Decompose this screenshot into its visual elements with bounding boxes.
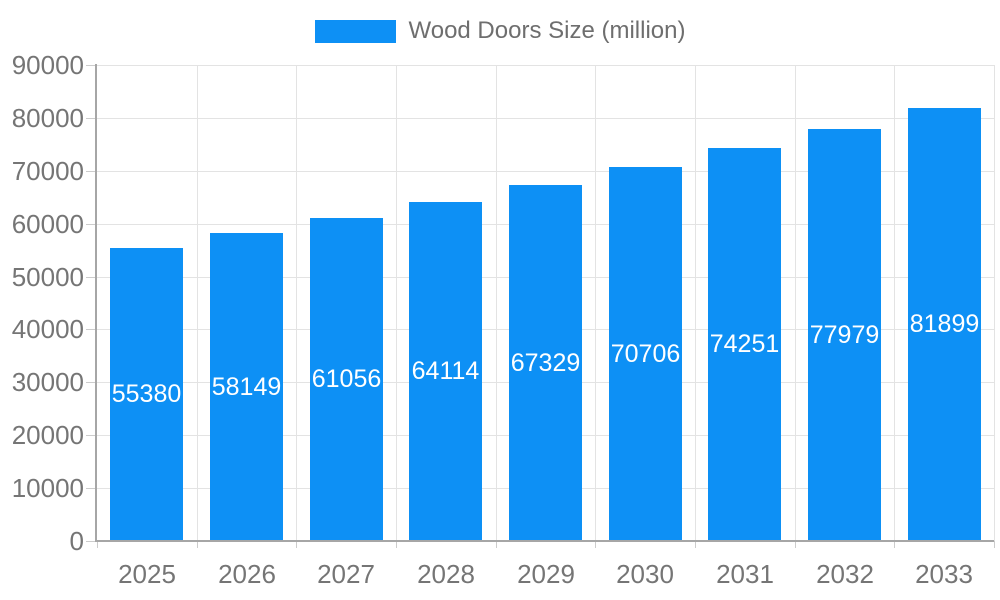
y-axis-tick-label: 20000: [11, 420, 84, 450]
bar-value-label: 81899: [909, 310, 980, 338]
y-axis-tick-label: 90000: [11, 50, 84, 80]
bar-value-label: 70706: [610, 339, 681, 368]
y-axis-tick: [86, 329, 96, 330]
y-axis-tick: [86, 435, 96, 436]
y-axis-tick: [86, 277, 96, 278]
gridline-vertical: [496, 65, 497, 541]
y-axis-tick: [86, 224, 96, 225]
y-axis-tick: [86, 541, 96, 542]
y-axis-tick-label: 30000: [11, 367, 84, 397]
bar-2030[interactable]: 70706: [609, 167, 682, 541]
bar-2033[interactable]: 81899: [908, 108, 981, 541]
x-axis-tick-label: 2025: [118, 559, 176, 589]
x-axis-tick: [595, 541, 596, 548]
gridline-horizontal: [97, 171, 994, 172]
y-axis-line: [95, 64, 97, 542]
x-axis-tick-label: 2028: [417, 559, 475, 589]
y-axis-tick-label: 40000: [11, 314, 84, 344]
legend[interactable]: Wood Doors Size (million): [0, 17, 1000, 45]
y-axis-tick-label: 60000: [11, 209, 84, 239]
x-axis-tick-label: 2031: [716, 559, 774, 589]
x-axis-tick: [296, 541, 297, 548]
bar-value-label: 55380: [111, 380, 182, 408]
y-axis-tick: [86, 171, 96, 172]
gridline-vertical: [695, 65, 696, 541]
bar-2031[interactable]: 74251: [708, 148, 781, 541]
y-axis-tick-label: 50000: [11, 262, 84, 292]
y-axis-tick-label: 80000: [11, 103, 84, 133]
bar-value-label: 58149: [211, 372, 282, 401]
bar-value-label: 67329: [510, 348, 581, 377]
bar-value-label: 64114: [411, 357, 480, 385]
x-axis-tick: [496, 541, 497, 548]
x-axis-tick: [795, 541, 796, 548]
legend-label: Wood Doors Size (million): [408, 17, 686, 44]
x-axis-tick: [994, 541, 995, 548]
y-axis-tick: [86, 488, 96, 489]
x-axis-tick-label: 2029: [517, 559, 575, 589]
gridline-horizontal: [97, 65, 994, 66]
gridline-vertical: [296, 65, 297, 541]
bar-2032[interactable]: 77979: [808, 129, 881, 541]
x-axis-tick-label: 2033: [915, 559, 973, 589]
gridline-vertical: [795, 65, 796, 541]
x-axis-tick: [97, 541, 98, 548]
bar-value-label: 77979: [809, 320, 880, 349]
y-axis-tick: [86, 382, 96, 383]
x-axis-tick: [197, 541, 198, 548]
bar-value-label: 61056: [311, 365, 382, 393]
x-axis-line: [95, 540, 994, 542]
bar-value-label: 74251: [709, 330, 780, 358]
y-axis-tick-label: 70000: [11, 156, 84, 186]
bar-2028[interactable]: 64114: [409, 202, 482, 541]
bar-2025[interactable]: 55380: [110, 248, 183, 541]
gridline-vertical: [994, 65, 995, 541]
gridline-vertical: [595, 65, 596, 541]
bar-2029[interactable]: 67329: [509, 185, 582, 541]
bar-2026[interactable]: 58149: [210, 233, 283, 541]
gridline-vertical: [197, 65, 198, 541]
x-axis-tick-label: 2026: [218, 559, 276, 589]
x-axis-tick-label: 2030: [616, 559, 674, 589]
y-axis-tick-label: 10000: [11, 473, 84, 503]
y-axis-tick: [86, 118, 96, 119]
y-axis-tick-label: 0: [69, 526, 84, 556]
legend-swatch: [314, 19, 396, 43]
gridline-horizontal: [97, 118, 994, 119]
bar-2027[interactable]: 61056: [310, 218, 383, 541]
x-axis-tick: [894, 541, 895, 548]
x-axis-tick-label: 2027: [317, 559, 375, 589]
x-axis-tick-label: 2032: [816, 559, 874, 589]
gridline-vertical: [396, 65, 397, 541]
x-axis-tick: [396, 541, 397, 548]
x-axis-tick: [695, 541, 696, 548]
y-axis-tick: [86, 65, 96, 66]
gridline-vertical: [894, 65, 895, 541]
